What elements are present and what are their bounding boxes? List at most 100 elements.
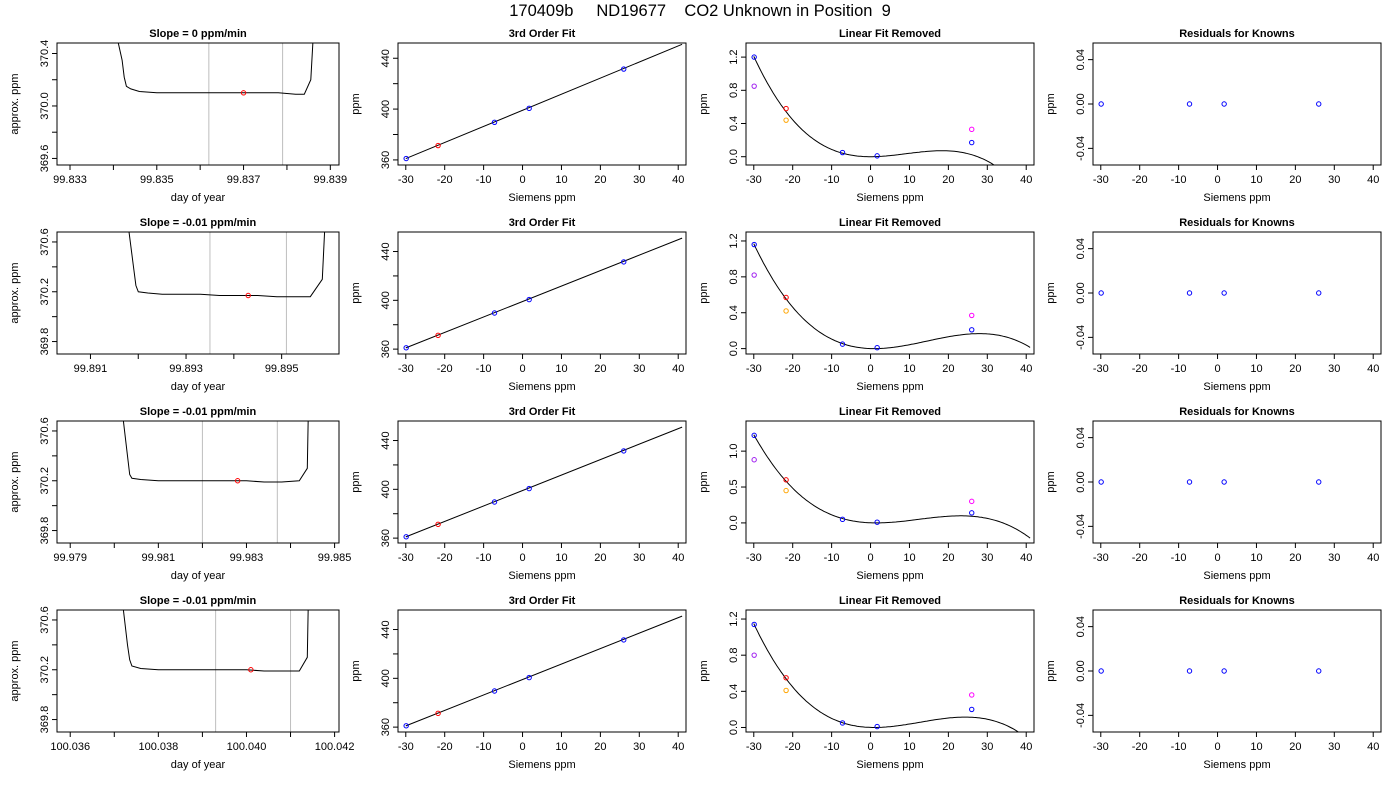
panel-title: Linear Fit Removed (839, 595, 941, 607)
y-axis-label: ppm (350, 660, 362, 681)
x-tick-label: -10 (1171, 552, 1187, 564)
data-point (403, 723, 409, 729)
x-tick-label: 20 (594, 552, 606, 564)
x-tick-label: 40 (1367, 552, 1379, 564)
x-tick-label: 20 (942, 741, 954, 753)
y-axis-label: ppm (698, 282, 710, 303)
fit-curve (753, 243, 1031, 350)
data-point (874, 723, 880, 730)
plot-area (122, 610, 309, 673)
panel-title: Residuals for Knowns (1179, 28, 1295, 40)
x-axis-label: day of year (171, 381, 226, 393)
x-tick-label: -10 (824, 174, 840, 186)
y-axis-label: ppm (1045, 660, 1057, 681)
panel-r3-trace: Slope = -0.01 ppm/min 99.979 99.981 99.983 9… (9, 406, 351, 582)
x-tick-label: 10 (1250, 174, 1262, 186)
x-tick-label: -10 (476, 741, 492, 753)
plot-area (403, 43, 683, 162)
data-point (1186, 101, 1193, 107)
y-tick-label: 0.04 (1075, 238, 1087, 259)
x-tick-label: -30 (746, 741, 762, 753)
y-tick-label: 400 (380, 291, 392, 309)
panel-title: Linear Fit Removed (839, 217, 941, 229)
x-tick-label: 20 (1289, 363, 1301, 375)
data-point (874, 519, 880, 525)
data-point (245, 292, 251, 299)
x-axis-label: Siemens ppm (508, 570, 575, 582)
data-point (1316, 668, 1322, 674)
y-tick-label: 370.6 (39, 606, 51, 634)
panel-title: Slope = -0.01 ppm/min (140, 217, 257, 229)
y-tick-label: 0.8 (728, 83, 740, 98)
data-point (1186, 668, 1193, 674)
plot-frame (397, 609, 687, 733)
x-axis-label: Siemens ppm (856, 381, 923, 393)
plot-area (1098, 479, 1322, 485)
panel-r4-lin: Linear Fit Removed -30 -20 -10 0 10 20 30 40 Siem… (698, 595, 1035, 771)
y-tick-label: 0.00 (1075, 660, 1087, 681)
data-point (491, 119, 498, 126)
y-tick-label: 369.8 (39, 517, 51, 545)
plot-frame (56, 609, 340, 733)
x-tick-label: 40 (672, 363, 684, 375)
x-tick-label: -30 (746, 174, 762, 186)
panel-title: Slope = 0 ppm/min (149, 28, 247, 40)
y-tick-label: 0.00 (1075, 471, 1087, 492)
y-tick-label: -0.04 (1075, 514, 1087, 539)
x-tick-label: -30 (398, 552, 414, 564)
x-axis-label: day of year (171, 570, 226, 582)
data-point (1098, 668, 1104, 674)
data-point (526, 485, 532, 492)
x-tick-label: 20 (1289, 174, 1301, 186)
panel-title: 3rd Order Fit (509, 217, 576, 229)
plot-frame (1092, 231, 1382, 355)
x-tick-label: 40 (672, 741, 684, 753)
panel-title: Linear Fit Removed (839, 406, 941, 418)
plot-area (751, 621, 1020, 732)
y-tick-label: 369.6 (39, 145, 51, 173)
data-point (1316, 290, 1322, 296)
plot-area (751, 54, 996, 165)
data-point (1221, 668, 1227, 674)
panel-r4-fit: 3rd Order Fit -30 -20 -10 0 10 20 30 40 Siemens p… (350, 595, 687, 771)
x-tick-label: 99.979 (53, 552, 87, 564)
x-tick-label: 100.038 (138, 741, 178, 753)
y-tick-label: 0.4 (728, 684, 740, 699)
plot-frame (56, 420, 340, 544)
series-line (405, 426, 683, 538)
x-tick-label: -30 (746, 363, 762, 375)
x-tick-label: 0 (519, 174, 525, 186)
y-tick-label: 370.2 (39, 656, 51, 684)
plot-frame (745, 42, 1035, 166)
x-tick-label: 0 (867, 741, 873, 753)
x-tick-label: -10 (824, 741, 840, 753)
x-tick-label: 40 (1020, 174, 1032, 186)
data-point (969, 706, 975, 713)
x-tick-label: 10 (903, 363, 915, 375)
data-point (403, 534, 409, 540)
x-tick-label: -20 (1132, 741, 1148, 753)
x-tick-label: -30 (1093, 741, 1109, 753)
y-tick-label: 360 (380, 529, 392, 547)
x-tick-label: 10 (1250, 363, 1262, 375)
x-tick-label: 99.891 (74, 363, 108, 375)
data-point (491, 499, 498, 505)
x-tick-label: 30 (633, 363, 645, 375)
x-tick-label: 0 (867, 174, 873, 186)
y-tick-label: 440 (380, 242, 392, 260)
panel-title: Slope = -0.01 ppm/min (140, 595, 257, 607)
plot-frame (745, 420, 1035, 544)
panel-title: Slope = -0.01 ppm/min (140, 406, 257, 418)
x-tick-label: 99.833 (53, 174, 87, 186)
data-point (1221, 479, 1227, 485)
x-tick-label: 30 (981, 363, 993, 375)
plot-frame (1092, 609, 1382, 733)
x-tick-label: 20 (1289, 741, 1301, 753)
x-tick-label: 0 (519, 363, 525, 375)
x-tick-label: 0 (1214, 741, 1220, 753)
panel-title: 3rd Order Fit (509, 595, 576, 607)
data-point (526, 296, 532, 303)
y-axis-label: ppm (350, 471, 362, 492)
y-tick-label: 369.8 (39, 706, 51, 734)
